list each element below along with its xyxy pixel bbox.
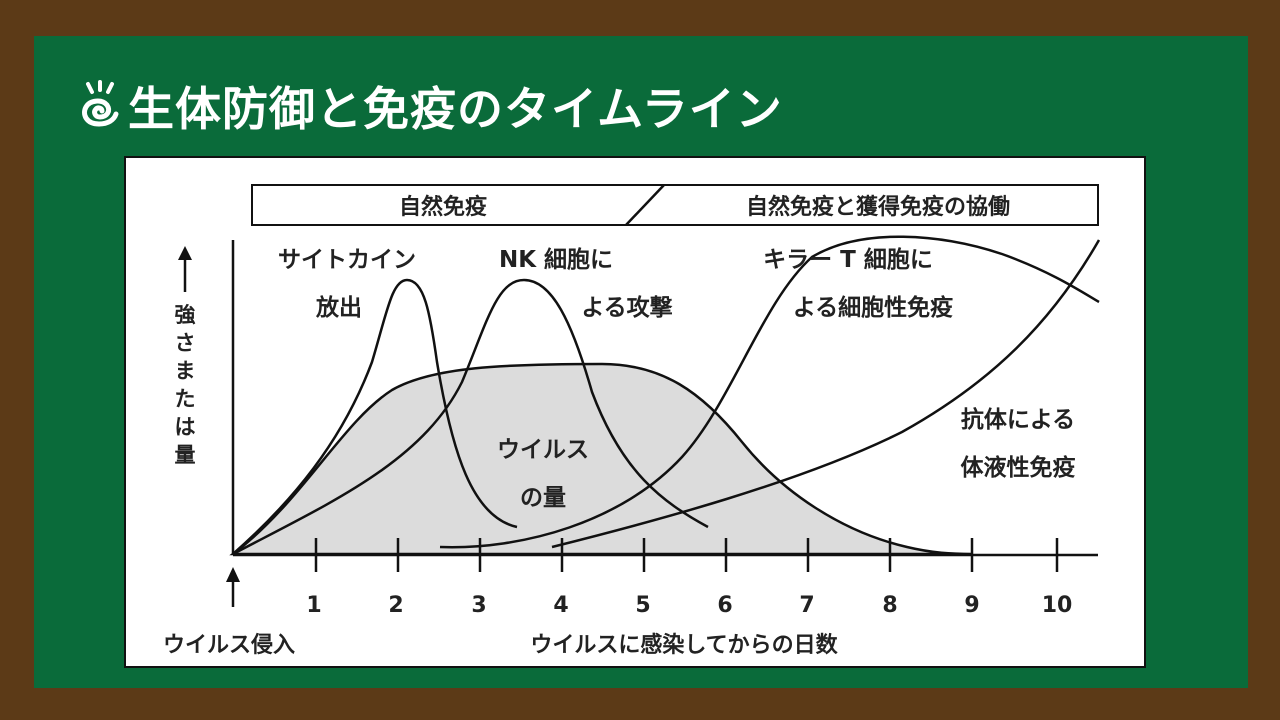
phase-label-innate: 自然免疫 [399,194,487,220]
svg-text:さ: さ [175,331,196,355]
cytokine-label-line2: 放出 [315,294,362,321]
antibody-label-line1: 抗体による [961,406,1075,433]
tick-label: 9 [964,593,979,618]
virus-label-line2: の量 [520,485,566,511]
y-axis-arrow [178,246,192,292]
phase-label-cooperation: 自然免疫と獲得免疫の協働 [746,194,1010,220]
snail-icon [82,80,119,127]
antibody-label-line2: 体液性免疫 [961,454,1076,481]
cytokine-label-line1: サイトカイン [278,247,416,273]
killer-t-curve [439,235,1100,549]
svg-text:量: 量 [175,443,196,467]
nk-cell-curve [232,278,709,556]
svg-text:強: 強 [175,303,196,327]
nk-label-line1: NK 細胞に [499,246,613,273]
tick-label: 7 [799,593,814,618]
svg-text:た: た [175,387,196,411]
x-tick-labels: 1 2 3 4 5 6 7 8 9 10 [306,593,1072,618]
y-axis-label: 強 さ ま た は 量 [175,303,196,467]
tick-label: 2 [388,593,403,618]
killer-t-label-line2: よる細胞性免疫 [793,294,953,321]
virus-label-line1: ウイルス [497,437,589,463]
nk-label-line2: よる攻撃 [581,294,672,321]
cytokine-curve [232,278,518,555]
tick-label: 6 [717,593,732,618]
phase-bar: 自然免疫 自然免疫と獲得免疫の協働 [251,184,1099,226]
x-ticks [314,538,1059,572]
tick-label: 5 [635,593,650,618]
tick-label: 4 [553,593,568,618]
virus-amount-area [229,362,973,556]
antibody-curve [551,239,1101,549]
x-axis-label: ウイルスに感染してからの日数 [530,632,838,658]
origin-arrow [226,567,240,607]
timeline-diagram: 自然免疫 自然免疫と獲得免疫の協働 1 2 3 4 5 6 [163,184,1101,658]
page-title: 生体防御と免疫のタイムライン [128,82,783,136]
tick-label: 1 [306,593,321,618]
origin-label: ウイルス侵入 [163,632,295,658]
killer-t-label-line1: キラー T 細胞に [763,246,933,273]
tick-label: 10 [1042,593,1073,618]
title-row: 生体防御と免疫のタイムライン [74,66,783,146]
svg-text:は: は [175,415,196,439]
tick-label: 3 [471,593,486,618]
diagram-panel: 自然免疫 自然免疫と獲得免疫の協働 1 2 3 4 5 6 [124,156,1146,668]
tick-label: 8 [882,593,897,618]
svg-text:ま: ま [175,359,196,383]
